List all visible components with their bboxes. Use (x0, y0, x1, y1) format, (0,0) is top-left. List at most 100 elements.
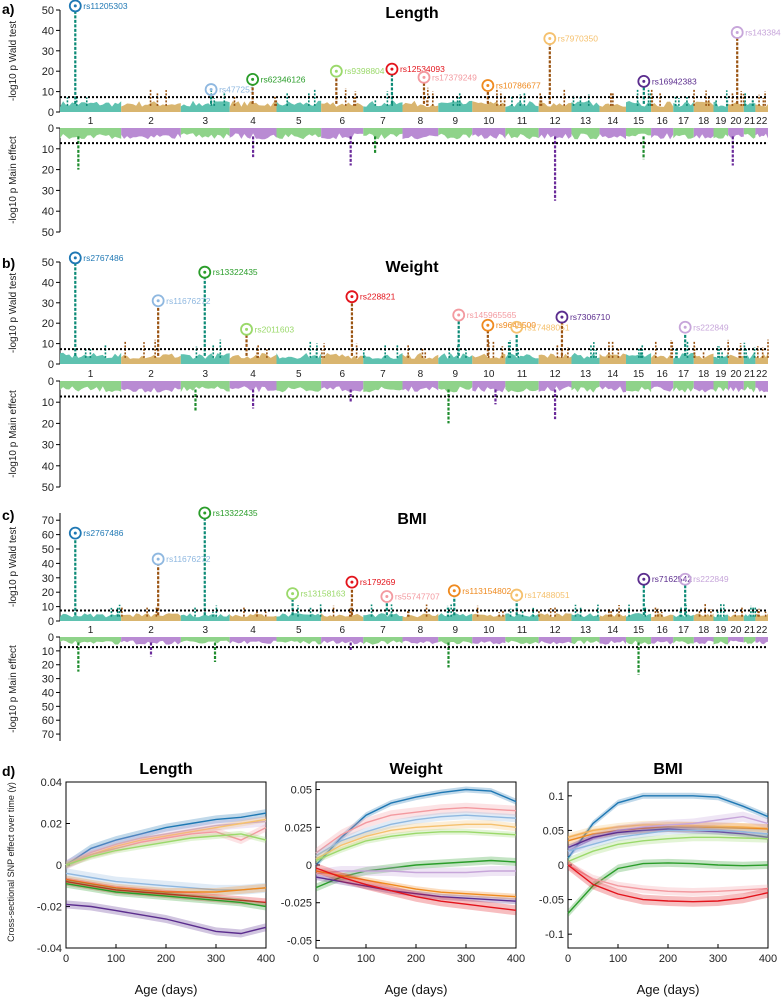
bottom-chr-band (60, 637, 122, 645)
peak-dot (350, 295, 354, 299)
top-chr-band (571, 352, 600, 364)
top-chr-band (571, 613, 600, 621)
ytick-label: 0.025 (284, 822, 312, 834)
snp-label: rs145965565 (467, 310, 517, 320)
series-band (316, 786, 516, 868)
chromosome-label: 8 (418, 369, 424, 380)
bottom-chr-band (693, 128, 714, 139)
peak-dot (735, 30, 739, 34)
series-band (568, 858, 768, 918)
top-chr-band (363, 613, 403, 621)
bottom-ytick-label: 70 (42, 729, 54, 741)
snp-label: rs7970350 (558, 34, 598, 44)
top-chr-band (693, 101, 714, 112)
peak-dot (457, 313, 461, 317)
bottom-ylabel: -log10 p Main effect (8, 390, 19, 478)
chromosome-label: 10 (483, 625, 495, 636)
bottom-chr-band (229, 128, 277, 140)
series-line-rs7306710 (315, 876, 517, 902)
series-band (66, 823, 266, 869)
top-chr-band (402, 352, 439, 364)
bottom-chr-band (505, 637, 539, 645)
series-band (66, 877, 266, 907)
top-chr-band (625, 353, 652, 364)
series-line-rs55747707 (567, 864, 769, 893)
peak-dot (350, 580, 354, 584)
top-chr-band (728, 354, 744, 364)
series-band (568, 826, 768, 856)
bottom-chr-band (599, 637, 626, 645)
ytick-label: 0.05 (291, 785, 312, 797)
bottom-chr-band (538, 381, 572, 392)
snp-label: rs143384 (745, 27, 781, 37)
bottom-chr-band (363, 381, 403, 393)
top-chr-band (180, 353, 230, 364)
top-ytick-label: 40 (42, 277, 54, 289)
snp-label: rs7306710 (570, 312, 610, 322)
bottom-chr-band (180, 128, 230, 139)
line-chart-bmi: BMI -0.1 -0.05 0 0.05 0.1 0 100 200 300 400 Age (da… (539, 761, 777, 997)
bottom-chr-band (755, 637, 768, 645)
top-ytick-label: 40 (42, 25, 54, 37)
snp-label: rs17488051 (525, 590, 570, 600)
bottom-chr-band (599, 381, 626, 393)
bottom-chr-band (538, 637, 572, 645)
top-ytick-label: 60 (42, 530, 54, 542)
bottom-chr-band (599, 128, 626, 140)
snp-label: rs477251 (219, 85, 255, 95)
chromosome-label: 21 (744, 116, 756, 127)
peak-marker (198, 265, 212, 279)
bottom-chr-band (121, 128, 181, 140)
panel-title: Weight (385, 259, 439, 276)
top-chr-band (60, 101, 122, 112)
panel-label: c) (2, 507, 14, 523)
peak-dot (486, 83, 490, 87)
top-chr-band (276, 353, 322, 364)
chromosome-label: 2 (148, 116, 154, 127)
xtick-label: 200 (659, 953, 677, 965)
top-chr-band (60, 613, 122, 621)
x-axis-label: Age (days) (135, 982, 198, 997)
peak-marker (68, 251, 82, 265)
series-line-rs222849 (315, 870, 516, 875)
chromosome-label: 15 (633, 369, 645, 380)
top-chr-band (625, 101, 652, 112)
bottom-ytick-label: 0 (48, 376, 54, 388)
bottom-chr-band (728, 128, 744, 138)
peak-dot (560, 315, 564, 319)
peak-marker (730, 26, 744, 39)
bottom-ytick-label: 40 (42, 206, 54, 218)
xtick-label: 100 (609, 953, 627, 965)
peak-dot (73, 256, 77, 260)
top-chr-band (755, 104, 768, 112)
series-band (316, 868, 516, 900)
xtick-label: 200 (157, 953, 175, 965)
bottom-chr-band (651, 128, 674, 140)
chart-title: Length (139, 761, 192, 778)
chromosome-label: 15 (633, 116, 645, 127)
series-line-rs113154802 (567, 826, 769, 842)
snp-label: rs2767486 (83, 528, 123, 538)
chromosome-label: 5 (296, 369, 302, 380)
bottom-chr-band (743, 381, 756, 393)
top-chr-band (625, 613, 652, 621)
chromosome-label: 3 (202, 625, 208, 636)
chromosome-label: 20 (730, 625, 742, 636)
snp-label: rs13158163 (301, 589, 346, 599)
bottom-ylabel: -log10 p Main effect (8, 645, 19, 733)
ytick-label: 0 (306, 860, 312, 872)
chromosome-label: 11 (517, 116, 528, 127)
line-chart-length: Length -0.04 -0.02 0 0.02 0.04 0 100 200 300 400 Ag… (37, 761, 275, 997)
top-chr-band (505, 101, 539, 112)
snp-label: rs11676272 (166, 296, 211, 306)
series-line-rs13322435 (315, 859, 517, 889)
top-chr-band (599, 613, 626, 621)
peak-marker (510, 320, 524, 334)
top-chr-band (713, 101, 729, 112)
bottom-chr-band (438, 128, 473, 140)
bottom-chr-band (60, 381, 122, 393)
chromosome-label: 1 (88, 369, 94, 380)
peak-dot (390, 67, 394, 71)
ytick-label: -0.025 (281, 898, 312, 910)
ytick-label: 0.02 (41, 819, 62, 831)
